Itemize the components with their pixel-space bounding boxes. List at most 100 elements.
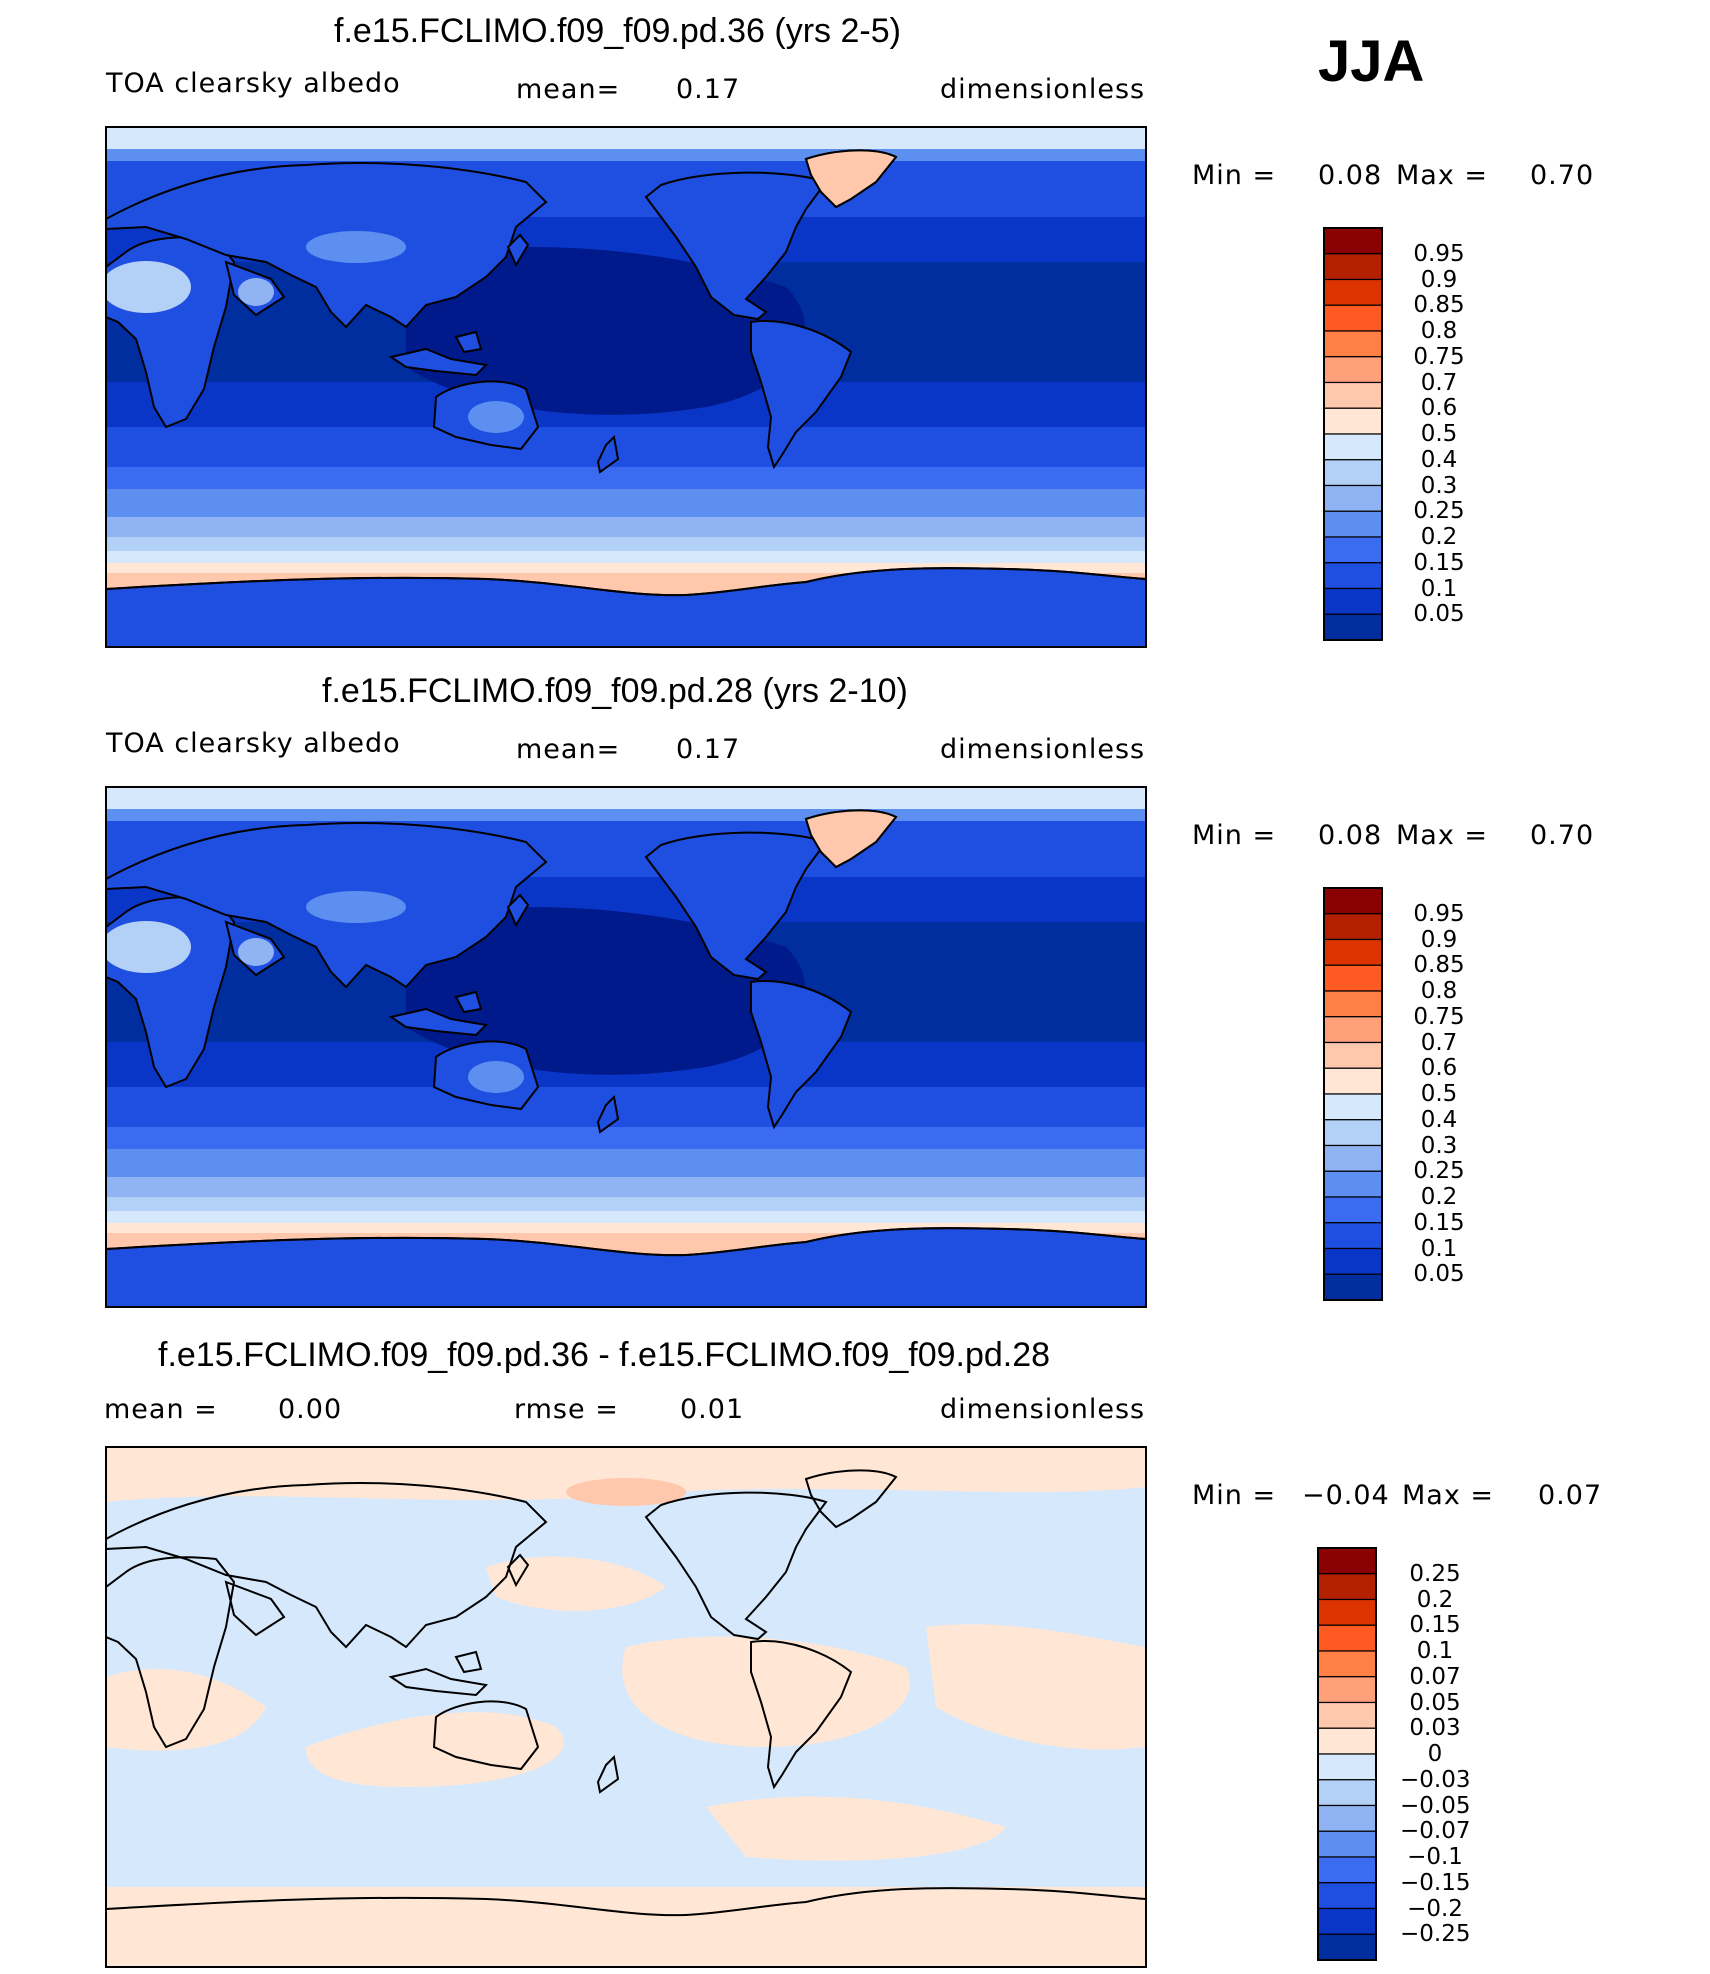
colorbar-2-tick-label: 0.8 [1420,978,1458,1004]
colorbar-1-swatch [1323,484,1383,512]
panel-1-mean-value: 0.17 [676,74,741,105]
diff-positive-region [926,1624,1146,1750]
colorbar-3-swatch [1317,1676,1377,1704]
sahara-bright [106,261,191,313]
colorbar-3-swatch [1317,1933,1377,1961]
colorbar-3-tick-label: −0.15 [1400,1869,1471,1896]
colorbar-2-swatch [1323,1093,1383,1121]
panel-2-title: f.e15.FCLIMO.f09_f09.pd.28 (yrs 2-10) [322,672,908,710]
colorbar-1-tick-label: 0.95 [1413,240,1465,267]
asia-bright [306,231,406,263]
albedo-latitude-band [106,127,1146,149]
colorbar-2-tick-label: 0.6 [1420,1055,1458,1082]
colorbar-1-tick-label: 0.5 [1420,421,1458,447]
colorbar-3-swatch [1317,1727,1377,1755]
albedo-latitude-band [106,1087,1146,1127]
diff-positive-region [306,1712,564,1787]
colorbar-3-swatch [1317,1804,1377,1832]
antarctic-coastline [106,1227,1146,1257]
australia-bright [468,401,524,433]
panel-3-units: dimensionless [940,1394,1146,1425]
colorbar-1-tick-label: 0.85 [1413,292,1465,319]
colorbar-1-tick-label: 0.25 [1413,498,1465,525]
panel-1-units: dimensionless [940,74,1146,105]
map-frame-3 [105,1446,1147,1968]
colorbar-3-swatch [1317,1624,1377,1652]
colorbar-2-swatch [1323,913,1383,941]
panel-1-title: f.e15.FCLIMO.f09_f09.pd.36 (yrs 2-5) [334,12,901,50]
colorbar-1-swatch [1323,227,1383,255]
colorbar-2-tick-label: 0.7 [1420,1029,1458,1056]
panel-1-variable: TOA clearsky albedo [106,68,401,99]
albedo-latitude-band [106,563,1146,573]
sahara-bright [106,921,191,973]
diff-positive-region [706,1796,1006,1861]
panel-3-max-label: Max = [1402,1480,1495,1511]
colorbar-1-swatch [1323,407,1383,435]
colorbar-3-tick-label: 0.2 [1416,1586,1454,1613]
colorbar-2-swatch [1323,1196,1383,1224]
colorbar-1-swatch [1323,587,1383,615]
colorbar-1-tick-label: 0.8 [1420,318,1458,344]
map-frame-2 [105,786,1147,1308]
panel-3-rmse-value: 0.01 [680,1394,745,1425]
colorbar-2-swatch [1323,964,1383,992]
panel-3-max-value: 0.07 [1538,1480,1603,1511]
colorbar-1-tick-label: 0.75 [1413,343,1465,370]
panel-3-title: f.e15.FCLIMO.f09_f09.pd.36 - f.e15.FCLIM… [158,1336,1051,1374]
albedo-latitude-band [106,787,1146,809]
colorbar-1-swatch [1323,562,1383,590]
australia-bright [468,1061,524,1093]
panel-3-min-label: Min = [1192,1480,1277,1511]
albedo-latitude-band [106,489,1146,517]
colorbar-2-tick-label: 0.85 [1413,952,1465,979]
greenland-ice [804,149,898,209]
colorbar-2-swatch [1323,1222,1383,1250]
diff-positive-region [486,1556,666,1611]
colorbar-1-swatch [1323,536,1383,564]
colorbar-3-tick-label: −0.07 [1400,1818,1471,1845]
colorbar-3-tick-label: −0.03 [1400,1766,1471,1793]
map-panel-1 [106,127,1146,647]
albedo-latitude-band [106,149,1146,161]
colorbar-3-tick-label: 0.1 [1416,1638,1454,1664]
colorbar-1-tick-label: 0.4 [1420,446,1458,473]
pacific-low-albedo [406,907,806,1075]
panel-2-max-label: Max = [1396,820,1489,851]
colorbar-3-swatch [1317,1573,1377,1601]
colorbar-2-swatch [1323,887,1383,915]
colorbar-2-swatch [1323,1170,1383,1198]
colorbar-1-tick-label: 0.3 [1420,472,1458,499]
colorbar-3-swatch [1317,1650,1377,1678]
colorbar-3-swatch [1317,1547,1377,1575]
colorbar-1-swatch [1323,356,1383,384]
panel-1-max-label: Max = [1396,160,1489,191]
colorbar-2-swatch [1323,1041,1383,1069]
colorbar-3-tick-label: −0.05 [1400,1792,1471,1819]
colorbar-2-swatch [1323,1119,1383,1147]
arabia-bright [238,938,274,966]
panel-2-units: dimensionless [940,734,1146,765]
albedo-latitude-band [106,537,1146,551]
albedo-latitude-band [106,1223,1146,1233]
colorbar-2-swatch [1323,1273,1383,1301]
colorbar-1-swatch [1323,253,1383,281]
asia-bright [306,891,406,923]
map-panel-3 [106,1447,1146,1967]
panel-1-min-value: 0.08 [1318,160,1383,191]
panel-2-min-value: 0.08 [1318,820,1383,851]
panel-3-rmse-label: rmse = [514,1394,619,1425]
arabia-bright [238,278,274,306]
colorbar-2-swatch [1323,990,1383,1018]
colorbar-2-swatch [1323,1067,1383,1095]
colorbar-2-tick-label: 0.25 [1413,1158,1465,1185]
colorbar-1-swatch [1323,381,1383,409]
colorbar-3-frame [1317,1547,1377,1961]
colorbar-2-tick-label: 0.3 [1420,1132,1458,1159]
albedo-latitude-band [106,551,1146,563]
colorbar-1-tick-label: 0.7 [1420,369,1458,396]
colorbar-3-tick-label: 0 [1427,1741,1443,1767]
colorbar-2-tick-label: 0.9 [1420,926,1458,953]
colorbar-3-tick-label: 0.25 [1409,1560,1461,1587]
colorbar-3-swatch [1317,1907,1377,1935]
